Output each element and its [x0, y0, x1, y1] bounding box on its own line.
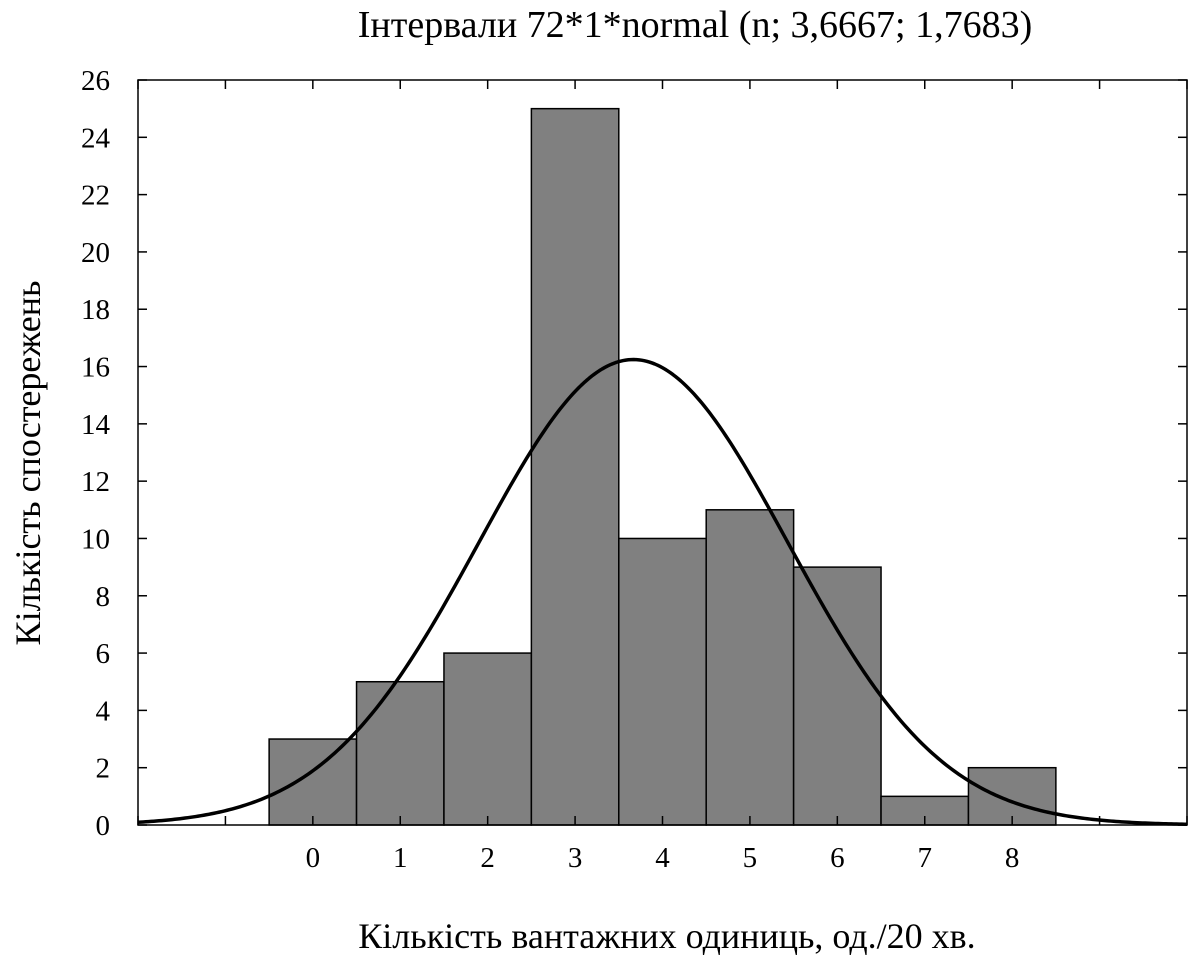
- bar-1: [355, 680, 445, 826]
- y-tick-label: 18: [81, 294, 110, 326]
- x-tick-label: 5: [743, 842, 758, 874]
- y-tick-label: 16: [81, 352, 110, 384]
- x-tick-label: 0: [306, 842, 321, 874]
- bar-4: [618, 537, 707, 826]
- y-tick-label: 8: [96, 581, 111, 613]
- y-tick-label: 12: [81, 466, 110, 498]
- y-axis-label: Кількість спостережень: [8, 281, 48, 646]
- y-tick-label: 24: [81, 122, 111, 154]
- bar-0: [268, 738, 358, 826]
- x-axis-label: Кількість вантажних одиниць, од./20 хв.: [358, 916, 975, 956]
- x-tick-label: 8: [1005, 842, 1020, 874]
- bar-5: [705, 509, 795, 826]
- bar-6: [792, 566, 882, 826]
- normal-fit-curve: [137, 357, 1188, 826]
- y-tick-label: 0: [96, 810, 111, 842]
- bar-2: [443, 652, 533, 826]
- chart-title: Інтервали 72*1*normal (n; 3,6667; 1,7683…: [358, 4, 1032, 46]
- y-tick-label: 14: [81, 409, 111, 441]
- y-tick-label: 20: [81, 237, 110, 269]
- y-tick-label: 10: [81, 523, 110, 555]
- bar-8: [967, 766, 1057, 826]
- y-tick-label: 4: [96, 695, 111, 727]
- y-tick-label: 2: [96, 753, 111, 785]
- y-tick-label: 6: [96, 638, 111, 670]
- bar-3: [530, 107, 620, 826]
- x-tick-label: 3: [568, 842, 583, 874]
- x-tick-label: 4: [655, 842, 670, 874]
- x-tick-label: 1: [393, 842, 408, 874]
- y-tick-label: 22: [81, 180, 110, 212]
- x-tick-label: 2: [480, 842, 495, 874]
- y-tick-label: 26: [81, 65, 110, 97]
- x-tick-label: 7: [918, 842, 933, 874]
- x-tick-label: 6: [830, 842, 845, 874]
